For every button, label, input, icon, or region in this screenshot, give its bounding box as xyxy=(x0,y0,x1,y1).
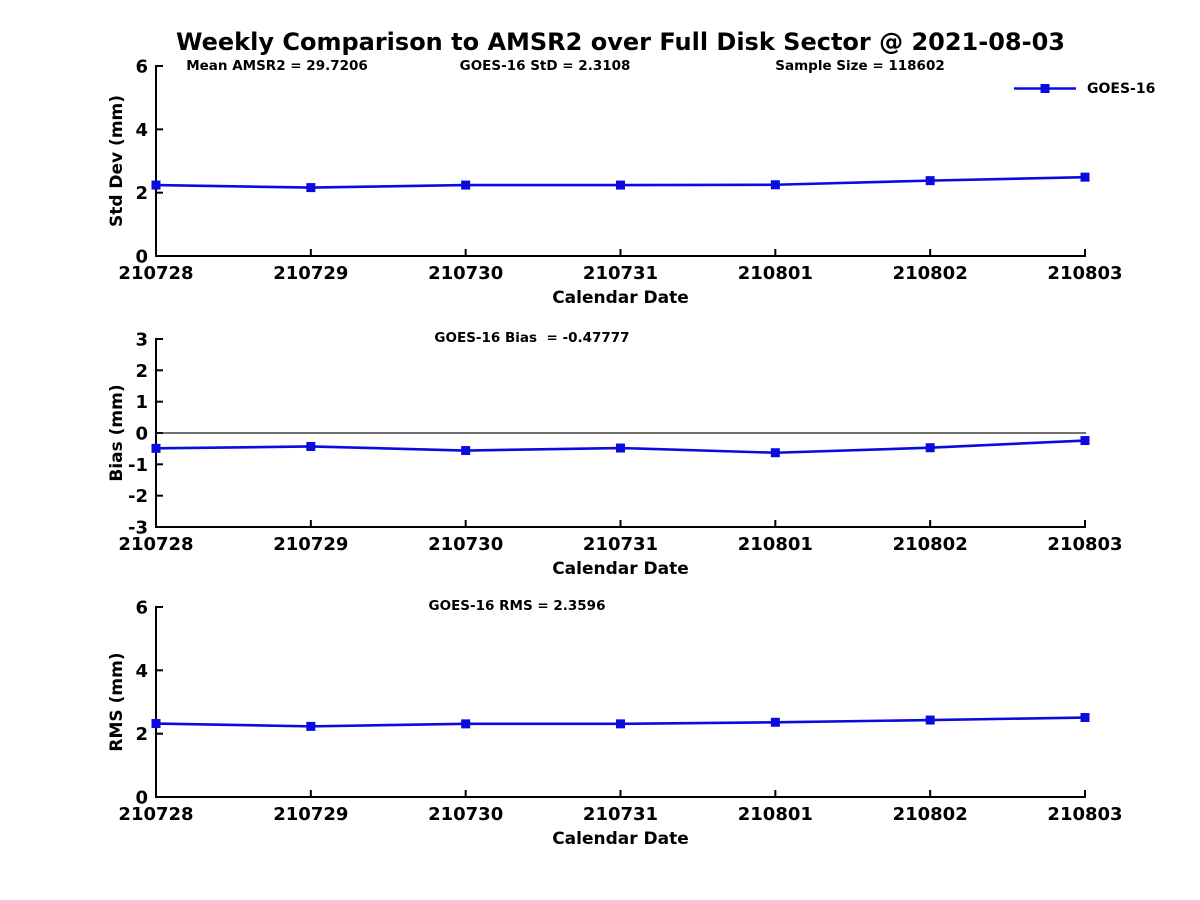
legend-line-marker-icon xyxy=(1014,84,1076,93)
x-tick-label: 210803 xyxy=(1047,263,1122,284)
x-tick-label: 210801 xyxy=(738,804,813,825)
y-tick-label: 3 xyxy=(135,330,148,351)
y-tick-label: -2 xyxy=(128,486,148,507)
y-tick-label: 4 xyxy=(135,120,148,141)
y-tick-label: 2 xyxy=(135,361,148,382)
x-tick-label: 210802 xyxy=(893,263,968,284)
data-point-marker xyxy=(306,721,316,731)
data-point-marker xyxy=(770,448,780,458)
data-point-marker xyxy=(616,719,625,729)
annotation-goes16-rms: GOES-16 RMS = 2.3596 xyxy=(428,598,606,614)
y-tick-label: 2 xyxy=(135,724,148,745)
x-tick-label: 210801 xyxy=(738,534,813,555)
data-point-marker xyxy=(925,176,935,186)
data-point-marker xyxy=(770,180,780,190)
y-tick-label: -3 xyxy=(128,518,148,539)
x-tick-label: 210730 xyxy=(428,263,503,284)
data-point-marker xyxy=(461,719,471,729)
data-point-marker xyxy=(616,443,625,453)
data-point-marker xyxy=(925,443,935,453)
data-point-marker xyxy=(1080,436,1090,446)
x-tick-label: 210728 xyxy=(118,263,193,284)
data-point-marker xyxy=(151,443,161,453)
x-tick-label: 210728 xyxy=(118,804,193,825)
data-point-marker xyxy=(306,183,316,193)
x-tick-label: 210729 xyxy=(273,534,348,555)
x-tick-label: 210730 xyxy=(428,534,503,555)
figure-title: Weekly Comparison to AMSR2 over Full Dis… xyxy=(176,28,1065,56)
data-point-marker xyxy=(461,180,471,190)
y-tick-label: -1 xyxy=(128,455,148,476)
y-tick-label: 2 xyxy=(135,183,148,204)
y-tick-label: 6 xyxy=(135,57,148,78)
data-point-marker xyxy=(461,446,471,456)
data-point-marker xyxy=(1080,172,1090,182)
ylabel-rms: RMS (mm) xyxy=(107,652,127,752)
y-tick-label: 6 xyxy=(135,598,148,619)
x-tick-label: 210731 xyxy=(583,263,658,284)
y-tick-label: 1 xyxy=(135,392,148,413)
x-tick-label: 210731 xyxy=(583,534,658,555)
x-tick-label: 210803 xyxy=(1047,534,1122,555)
data-point-marker xyxy=(151,719,161,729)
ylabel-stddev: Std Dev (mm) xyxy=(107,94,127,228)
legend: GOES-16 xyxy=(1010,80,1155,97)
ylabel-bias: Bias (mm) xyxy=(107,384,127,482)
y-tick-label: 4 xyxy=(135,661,148,682)
x-tick-label: 210729 xyxy=(273,804,348,825)
xlabel-bias: Calendar Date xyxy=(552,559,689,579)
data-point-marker xyxy=(1080,713,1090,723)
x-tick-label: 210731 xyxy=(583,804,658,825)
y-tick-label: 0 xyxy=(135,788,148,809)
xlabel-stddev: Calendar Date xyxy=(552,288,689,308)
data-point-marker xyxy=(151,180,161,190)
data-point-marker xyxy=(925,715,935,725)
xlabel-rms: Calendar Date xyxy=(552,829,689,849)
legend-label: GOES-16 xyxy=(1087,80,1156,97)
annotation-goes16-bias: GOES-16 Bias = -0.47777 xyxy=(434,330,630,346)
annotation-goes16-std: GOES-16 StD = 2.3108 xyxy=(459,58,631,74)
x-tick-label: 210729 xyxy=(273,263,348,284)
annotation-sample-size: Sample Size = 118602 xyxy=(775,58,945,74)
annotation-mean-amsr2: Mean AMSR2 = 29.7206 xyxy=(186,58,368,74)
y-tick-label: 0 xyxy=(135,424,148,445)
x-tick-label: 210803 xyxy=(1047,804,1122,825)
x-tick-label: 210802 xyxy=(893,534,968,555)
data-point-marker xyxy=(616,180,625,190)
x-tick-label: 210728 xyxy=(118,534,193,555)
x-tick-label: 210730 xyxy=(428,804,503,825)
x-tick-label: 210801 xyxy=(738,263,813,284)
y-tick-label: 0 xyxy=(135,247,148,268)
x-tick-label: 210802 xyxy=(893,804,968,825)
data-point-marker xyxy=(770,717,780,727)
data-point-marker xyxy=(306,441,316,451)
